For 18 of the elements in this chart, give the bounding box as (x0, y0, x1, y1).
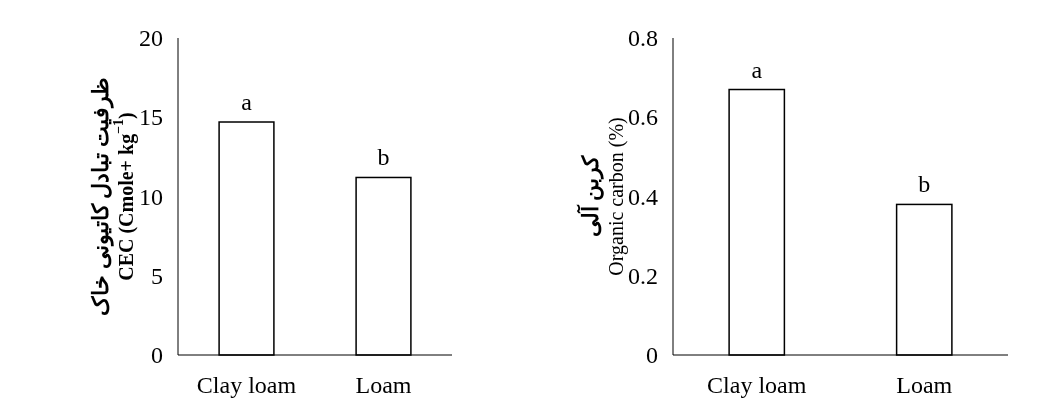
y-tick-label: 0.2 (628, 262, 658, 289)
y-tick-label: 0 (646, 342, 658, 368)
y-tick-label: 0.4 (628, 183, 658, 210)
y-tick-label: 10 (139, 183, 163, 210)
y-tick-label: 20 (139, 25, 163, 51)
x-tick-label: Loam (355, 372, 412, 398)
y-tick-label: 15 (139, 104, 163, 131)
x-tick-label: Clay loam (707, 372, 807, 398)
x-tick-label: Clay loam (196, 372, 297, 398)
y-tick-label: 0.6 (628, 104, 658, 131)
annotation: a (241, 89, 253, 115)
x-tick-label: Loam (896, 372, 953, 398)
annotation: a (751, 56, 763, 83)
y-tick-label: 5 (151, 262, 163, 289)
y-tick-label: 0.8 (628, 25, 658, 51)
annotation: b (377, 144, 390, 171)
y-tick-label: 0 (151, 342, 163, 368)
annotation: b (918, 171, 931, 198)
